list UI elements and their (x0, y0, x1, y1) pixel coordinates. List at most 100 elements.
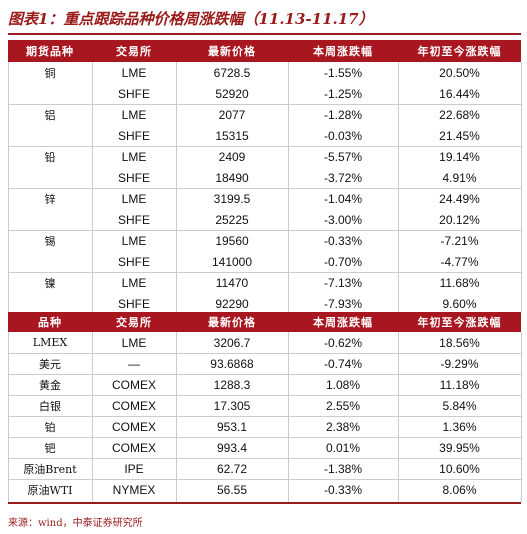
exchange-cell: LME (121, 275, 147, 290)
ytd-change-cell: -7.21% (440, 233, 479, 248)
weekly-change-cell: -5.57% (323, 149, 363, 164)
table-row: SHFE 25225 -3.00% 20.12% (8, 209, 521, 230)
price-cell: 17.305 (213, 398, 251, 413)
grid-line (8, 395, 521, 396)
exchange-cell: SHFE (117, 212, 150, 227)
grid-line (521, 332, 522, 502)
header-col-variety: 品种 (38, 316, 62, 329)
exchange-cell: COMEX (111, 398, 156, 413)
weekly-change-cell: -3.72% (323, 170, 363, 185)
metal-name: 锡 (44, 235, 56, 248)
assets-table-header: 品种 交易所 最新价格 本周涨跌幅 年初至今涨跌幅 (8, 312, 521, 332)
table-row: 锡 LME 19560 -0.33% -7.21% (8, 230, 521, 251)
header-col-exchange: 交易所 (116, 45, 152, 58)
price-cell: 953.1 (216, 419, 248, 434)
chart-title: 图表1：重点跟踪品种价格周涨跌幅（11.13-11.17） (8, 10, 374, 28)
grid-line (8, 146, 521, 147)
exchange-cell: LME (121, 191, 147, 206)
weekly-change-cell: -7.93% (323, 296, 363, 311)
exchange-cell: SHFE (117, 296, 150, 311)
exchange-cell: LME (121, 149, 147, 164)
exchange-cell: SHFE (117, 128, 150, 143)
ytd-change-cell: -9.29% (440, 356, 479, 371)
weekly-change-cell: -0.74% (323, 356, 363, 371)
assets-table: 品种 交易所 最新价格 本周涨跌幅 年初至今涨跌幅 LMEX LME 3206.7 -… (8, 312, 521, 500)
price-cell: 52920 (215, 86, 249, 101)
weekly-change-cell: -1.04% (323, 191, 363, 206)
variety-cell: 原油WTI (27, 483, 73, 497)
metal-name: 铅 (44, 151, 56, 164)
ytd-change-cell: 9.60% (442, 296, 477, 311)
grid-line (8, 188, 521, 189)
ytd-change-cell: 11.18% (439, 377, 480, 392)
header-col-ytd-change: 年初至今涨跌幅 (417, 45, 502, 58)
table-row: 原油WTI NYMEX 56.55 -0.33% 8.06% (8, 479, 521, 500)
price-cell: 11470 (215, 275, 249, 290)
table-row: 铂 COMEX 953.1 2.38% 1.36% (8, 416, 521, 437)
table-row: SHFE 92290 -7.93% 9.60% (8, 293, 521, 314)
weekly-change-cell: -0.70% (323, 254, 363, 269)
ytd-change-cell: 4.91% (442, 170, 477, 185)
grid-line (8, 332, 9, 502)
grid-line (288, 332, 289, 502)
price-cell: 56.55 (216, 482, 248, 497)
variety-cell: 钯 (44, 441, 56, 455)
grid-line (8, 230, 521, 231)
price-cell: 25225 (215, 212, 249, 227)
weekly-change-cell: 1.08% (325, 377, 361, 392)
price-cell: 3206.7 (213, 335, 251, 350)
grid-line (8, 62, 9, 312)
ytd-change-cell: 18.56% (439, 335, 480, 350)
header-col-ytd-change: 年初至今涨跌幅 (417, 316, 502, 329)
weekly-change-cell: 2.38% (325, 419, 361, 434)
price-cell: 93.6868 (210, 356, 254, 371)
ytd-change-cell: 20.12% (439, 212, 480, 227)
ytd-change-cell: 8.06% (442, 482, 477, 497)
table-row: 黄金 COMEX 1288.3 1.08% 11.18% (8, 374, 521, 395)
exchange-cell: COMEX (111, 377, 156, 392)
weekly-change-cell: -0.62% (323, 335, 363, 350)
table-row: 锌 LME 3199.5 -1.04% 24.49% (8, 188, 521, 209)
grid-line (8, 374, 521, 375)
table-row: 白银 COMEX 17.305 2.55% 5.84% (8, 395, 521, 416)
exchange-cell: LME (121, 65, 147, 80)
header-col-weekly-change: 本周涨跌幅 (313, 45, 373, 58)
exchange-cell: LME (121, 107, 147, 122)
metal-name: 镍 (44, 277, 56, 290)
title-rule (8, 33, 521, 35)
exchange-cell: LME (121, 335, 147, 350)
metal-name (8, 83, 92, 104)
metal-name (8, 209, 92, 230)
weekly-change-cell: -1.38% (323, 461, 363, 476)
grid-line (8, 272, 521, 273)
ytd-change-cell: 16.44% (439, 86, 480, 101)
price-cell: 19560 (215, 233, 249, 248)
metal-name: 铜 (44, 67, 56, 80)
ytd-change-cell: 21.45% (439, 128, 480, 143)
variety-cell: 黄金 (39, 378, 61, 392)
grid-line (8, 416, 521, 417)
header-col-weekly-change: 本周涨跌幅 (313, 316, 373, 329)
table-row: SHFE 52920 -1.25% 16.44% (8, 83, 521, 104)
table-row: 铜 LME 6728.5 -1.55% 20.50% (8, 62, 521, 83)
weekly-change-cell: -0.33% (323, 482, 363, 497)
grid-line (521, 62, 522, 312)
price-cell: 2409 (218, 149, 246, 164)
price-cell: 62.72 (216, 461, 248, 476)
ytd-change-cell: 11.68% (439, 275, 480, 290)
variety-cell: 白银 (39, 399, 61, 413)
metal-name: 锌 (44, 193, 56, 206)
price-cell: 2077 (218, 107, 246, 122)
exchange-cell: COMEX (111, 419, 156, 434)
exchange-cell: LME (121, 233, 147, 248)
grid-line (398, 62, 399, 312)
exchange-cell: SHFE (117, 86, 150, 101)
price-cell: 15315 (215, 128, 249, 143)
table-row: 原油Brent IPE 62.72 -1.38% 10.60% (8, 458, 521, 479)
price-cell: 1288.3 (213, 377, 251, 392)
weekly-change-cell: 0.01% (325, 440, 361, 455)
exchange-cell: SHFE (117, 254, 150, 269)
variety-cell: 美元 (39, 357, 61, 371)
price-cell: 993.4 (216, 440, 248, 455)
price-cell: 18490 (215, 170, 249, 185)
